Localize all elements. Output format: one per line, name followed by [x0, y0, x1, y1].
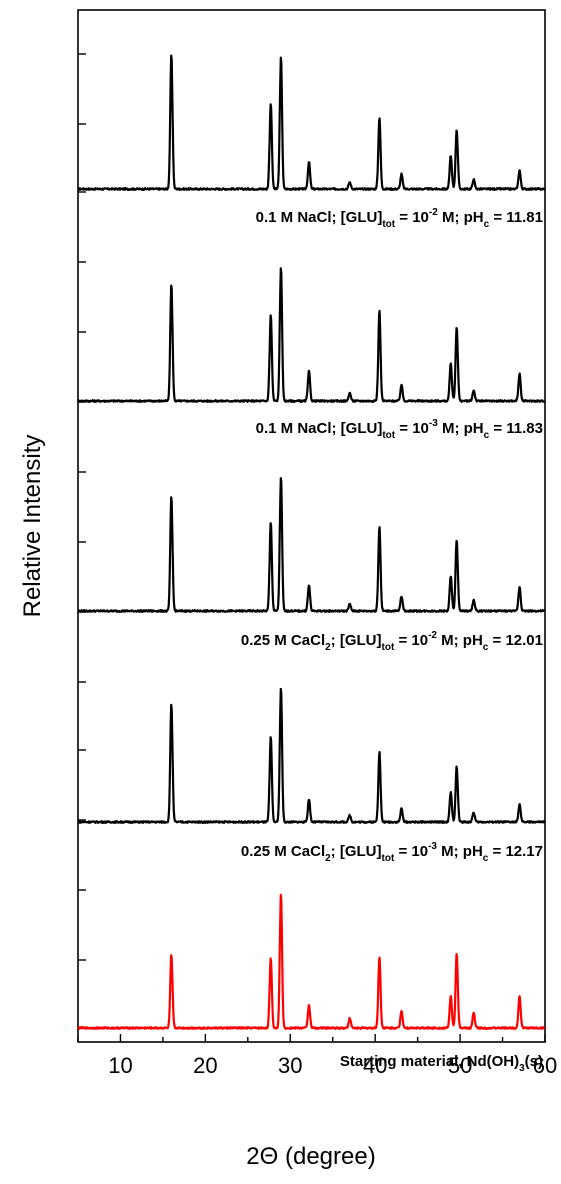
x-axis-label: 2Θ (degree)	[246, 1143, 375, 1170]
series-line-5	[77, 893, 546, 1030]
y-ticks-layer	[78, 53, 86, 961]
traces-layer	[76, 54, 546, 1030]
series-line-4	[77, 687, 546, 824]
y-axis-label: Relative Intensity	[19, 435, 46, 618]
series-line-1	[77, 54, 546, 191]
x-ticks-layer: 10 20 30 40 50 60	[77, 1034, 557, 1078]
series-annotation-1: 0.1 M NaCl; [GLU]tot = 10-2 M; pHc = 11.…	[256, 207, 543, 230]
x-tick-label-40: 40	[363, 1053, 387, 1078]
x-tick-label-30: 30	[278, 1053, 302, 1078]
series-line-3	[77, 477, 546, 613]
x-tick-label-20: 20	[193, 1053, 217, 1078]
plot-frame	[77, 9, 546, 1043]
x-tick-label-10: 10	[108, 1053, 132, 1078]
x-tick-label-50: 50	[448, 1053, 472, 1078]
series-annotation-5: Starting material, Nd(OH)3(s)	[340, 1053, 543, 1074]
series-line-2	[76, 267, 546, 403]
x-tick-label-60: 60	[533, 1053, 557, 1078]
series-annotation-3: 0.25 M CaCl2; [GLU]tot = 10-2 M; pHc = 1…	[241, 630, 543, 653]
annotations-layer: 0.1 M NaCl; [GLU]tot = 10-2 M; pHc = 11.…	[241, 207, 543, 1074]
series-annotation-4: 0.25 M CaCl2; [GLU]tot = 10-3 M; pHc = 1…	[241, 841, 543, 864]
series-annotation-2: 0.1 M NaCl; [GLU]tot = 10-3 M; pHc = 11.…	[256, 418, 543, 441]
